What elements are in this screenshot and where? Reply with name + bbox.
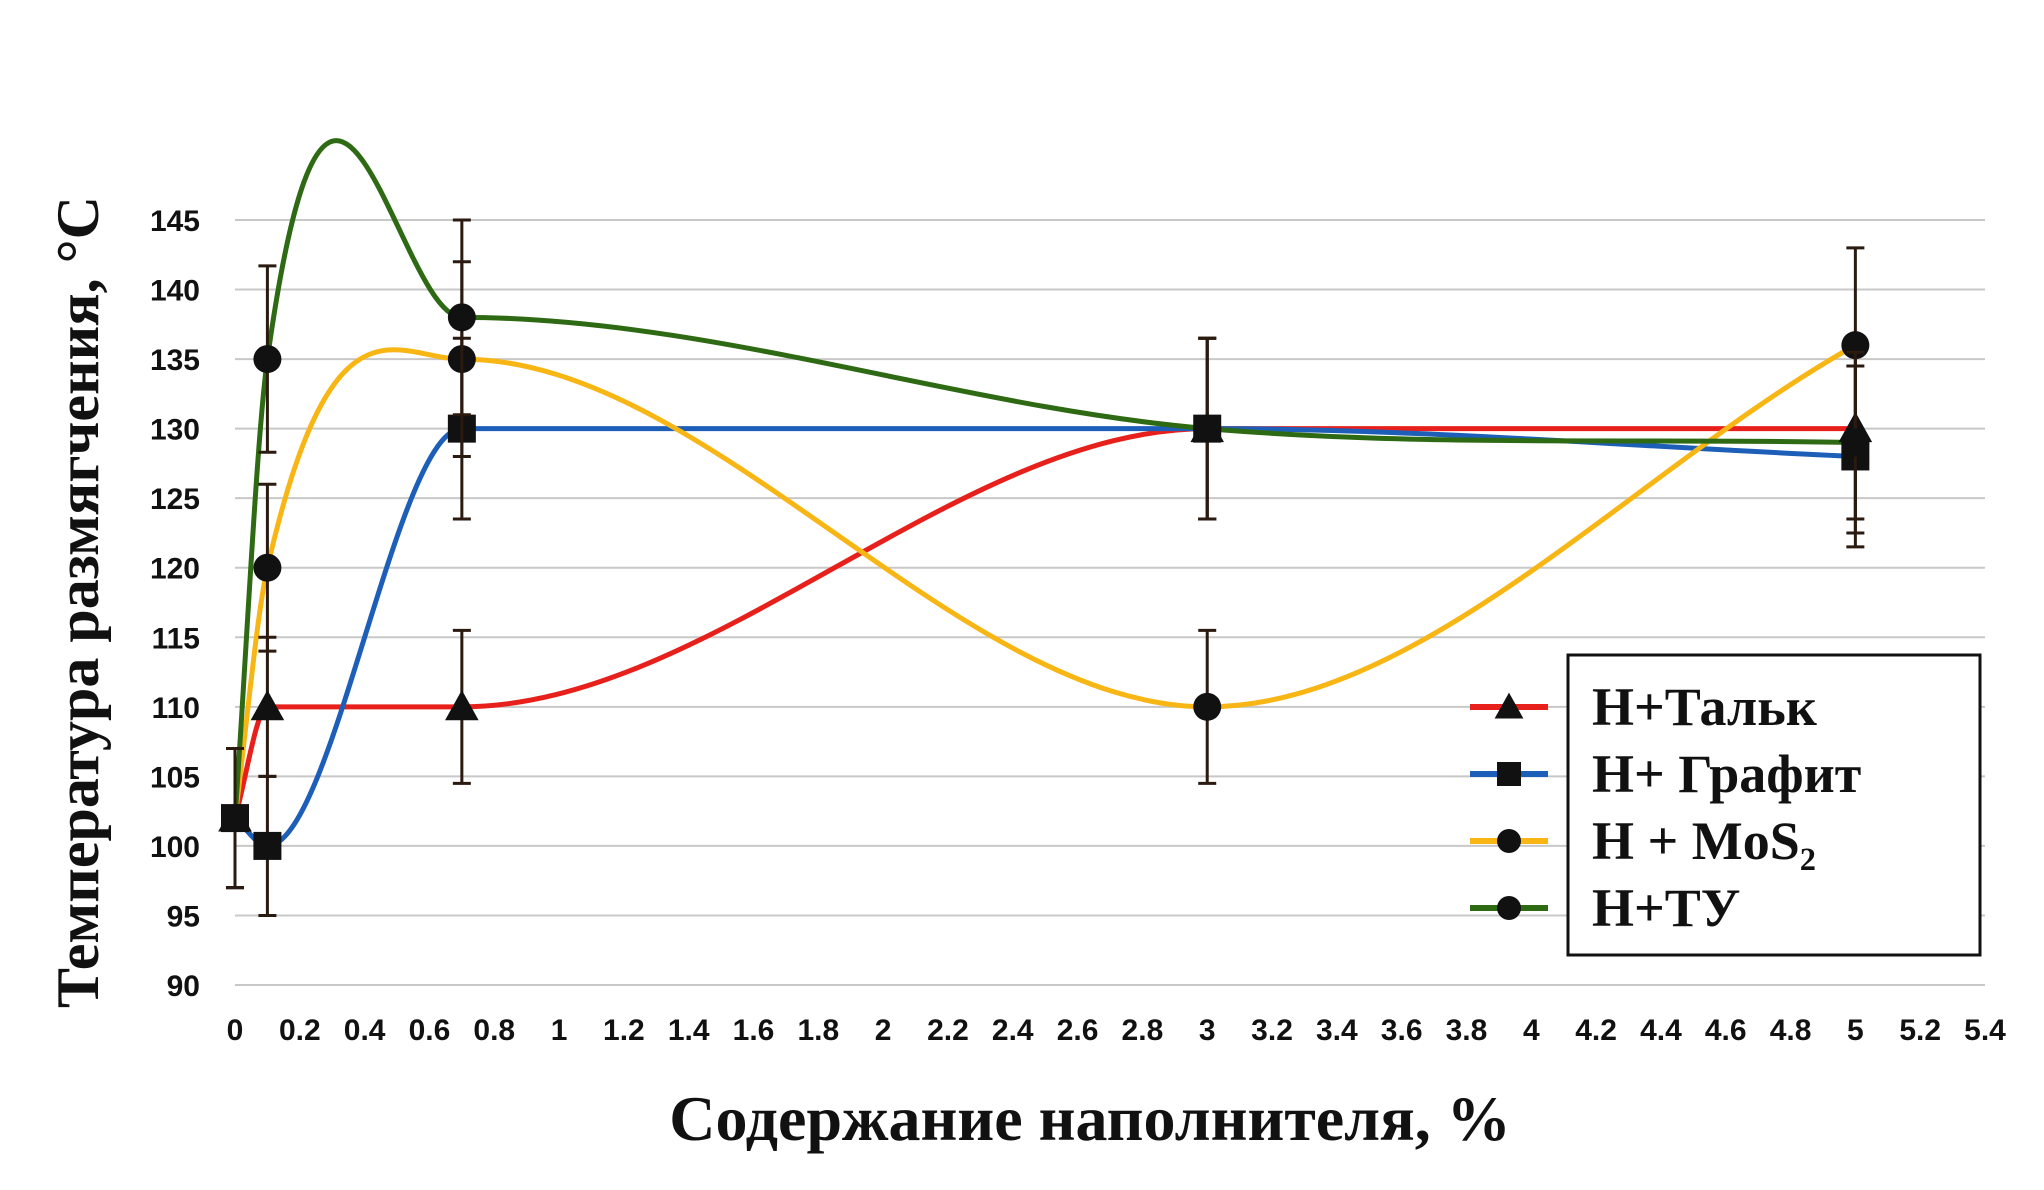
y-tick-label: 120 bbox=[150, 553, 200, 586]
legend: Н+Тальк Н+ Графит Н + MoS₂ Н+ТУ bbox=[1470, 653, 1982, 957]
series-3-points bbox=[221, 218, 1870, 890]
x-tick-label: 4.8 bbox=[1770, 1014, 1812, 1047]
x-tick-label: 3.6 bbox=[1381, 1014, 1423, 1047]
x-tick-label: 3.4 bbox=[1316, 1014, 1358, 1047]
legend-item-3: Н+ТУ bbox=[1470, 878, 1740, 938]
legend-marker bbox=[1497, 896, 1521, 920]
data-point bbox=[250, 690, 285, 721]
y-tick-label: 105 bbox=[150, 761, 200, 794]
series-line bbox=[232, 426, 1858, 849]
y-tick-label: 140 bbox=[150, 275, 200, 308]
y-tick-label: 145 bbox=[150, 205, 200, 238]
y-tick-label: 100 bbox=[150, 831, 200, 864]
y-tick-label: 135 bbox=[150, 344, 200, 377]
x-tick-label: 3.8 bbox=[1446, 1014, 1488, 1047]
y-tick-label: 90 bbox=[167, 970, 200, 1003]
x-tick-label: 4 bbox=[1523, 1014, 1540, 1047]
x-tick-label: 1 bbox=[551, 1014, 568, 1047]
y-tick-label: 125 bbox=[150, 483, 200, 516]
legend-label: Н + MoS₂ bbox=[1592, 811, 1816, 871]
x-tick-label: 2.8 bbox=[1122, 1014, 1164, 1047]
x-tick-label: 0 bbox=[227, 1014, 244, 1047]
data-point bbox=[445, 690, 479, 721]
legend-marker bbox=[1494, 692, 1524, 719]
data-point bbox=[253, 345, 282, 374]
data-point bbox=[1193, 692, 1222, 721]
legend-item-1: Н+ Графит bbox=[1470, 744, 1861, 804]
x-tick-label: 1.2 bbox=[603, 1014, 645, 1047]
x-tick-label: 2.2 bbox=[927, 1014, 969, 1047]
data-point bbox=[253, 553, 282, 582]
series-1 bbox=[232, 426, 1858, 849]
x-tick-label: 2.6 bbox=[1057, 1014, 1099, 1047]
x-axis-title: Содержание наполнителя, % bbox=[669, 1083, 1510, 1154]
x-tick-label: 0.2 bbox=[279, 1014, 321, 1047]
legend-item-0: Н+Тальк bbox=[1470, 677, 1818, 737]
x-tick-label: 1.6 bbox=[733, 1014, 775, 1047]
x-tick-label: 0.6 bbox=[409, 1014, 451, 1047]
x-tick-label: 5 bbox=[1847, 1014, 1864, 1047]
x-tick-label: 5.2 bbox=[1899, 1014, 1941, 1047]
data-point bbox=[221, 804, 249, 833]
x-tick-label: 4.6 bbox=[1705, 1014, 1747, 1047]
x-tick-label: 5.4 bbox=[1964, 1014, 2006, 1047]
x-tick-label: 3.2 bbox=[1251, 1014, 1293, 1047]
y-tick-label: 95 bbox=[167, 900, 200, 933]
x-tick-label: 1.8 bbox=[797, 1014, 839, 1047]
legend-label: Н+ТУ bbox=[1592, 878, 1740, 938]
legend-box bbox=[1566, 653, 1982, 957]
series-layer bbox=[218, 138, 1873, 917]
x-tick-label: 0.8 bbox=[473, 1014, 515, 1047]
x-tick-label: 4.4 bbox=[1640, 1014, 1682, 1047]
data-point bbox=[1193, 414, 1222, 443]
legend-marker bbox=[1497, 762, 1521, 786]
legend-marker bbox=[1497, 829, 1521, 853]
y-axis-title: Температура размягчения, °С bbox=[45, 196, 111, 1008]
x-tick-label: 4.2 bbox=[1575, 1014, 1617, 1047]
data-point bbox=[447, 303, 476, 332]
x-tick-label: 2.4 bbox=[992, 1014, 1034, 1047]
y-tick-label: 130 bbox=[150, 414, 200, 447]
y-tick-label: 115 bbox=[152, 622, 200, 655]
y-tick-label: 110 bbox=[152, 692, 200, 725]
legend-item-2: Н + MoS₂ bbox=[1470, 811, 1816, 871]
legend-label: Н+Тальк bbox=[1592, 677, 1818, 737]
data-point bbox=[253, 831, 282, 860]
x-tick-label: 1.4 bbox=[668, 1014, 710, 1047]
x-tick-label: 0.4 bbox=[344, 1014, 386, 1047]
legend-label: Н+ Графит bbox=[1592, 744, 1861, 804]
x-tick-label: 3 bbox=[1199, 1014, 1216, 1047]
data-point bbox=[1841, 428, 1870, 457]
x-tick-label: 2 bbox=[875, 1014, 892, 1047]
